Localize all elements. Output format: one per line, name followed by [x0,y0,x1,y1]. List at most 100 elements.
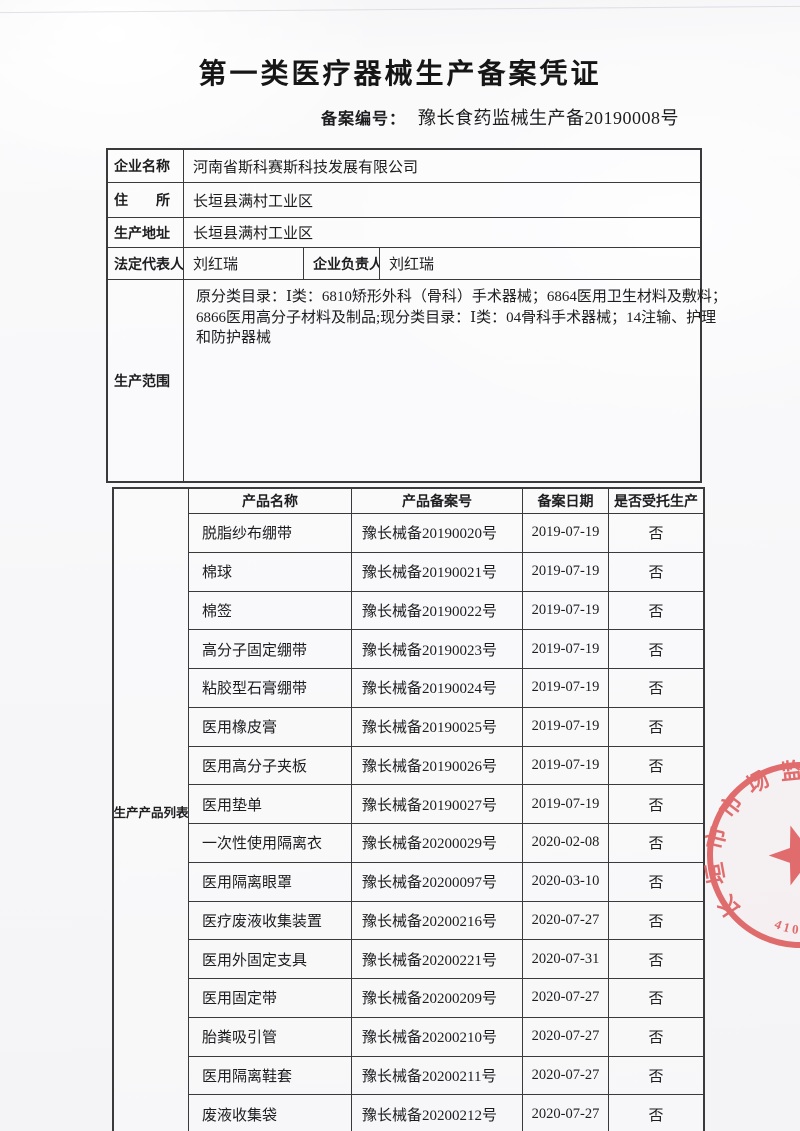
product-reg-no-cell: 豫长械备20190024号 [352,669,523,707]
table-row: 粘胶型石膏绷带 豫长械备20190024号 2019-07-19 否 [189,669,703,708]
table-row: 废液收集袋 豫长械备20200212号 2020-07-27 否 [189,1095,703,1131]
product-reg-no-cell: 豫长械备20200097号 [352,862,523,901]
info-row-representatives: 法定代表人 刘红瑞 企业负责人 刘红瑞 [108,247,700,279]
table-row: 医用隔离鞋套 豫长械备20200211号 2020-07-27 否 [189,1056,703,1096]
table-row: 医用高分子夹板 豫长械备20190026号 2019-07-19 否 [189,746,703,786]
product-name-cell: 医疗废液收集装置 [189,901,352,940]
stamp-ring [707,762,800,948]
product-list-section-label: 生产产品列表 [114,489,189,1131]
product-reg-no-cell: 豫长械备20200216号 [352,901,523,940]
product-reg-no-cell: 豫长械备20190022号 [352,591,523,630]
product-date-cell: 2020-07-27 [523,979,609,1017]
product-entrusted-cell: 否 [648,565,664,582]
product-reg-no-cell: 豫长械备20190026号 [352,746,523,785]
table-row: 脱脂纱布绷带 豫长械备20190020号 2019-07-19 否 [189,514,703,553]
table-row: 医用橡皮膏 豫长械备20190025号 2019-07-19 否 [189,707,703,747]
product-date-cell: 2019-07-19 [523,707,609,746]
product-reg-no-cell: 豫长械备20200212号 [352,1095,523,1131]
product-date-cell: 2020-07-27 [523,901,609,940]
product-name-cell: 高分子固定绷带 [189,630,352,668]
product-reg-no-cell: 豫长械备20190021号 [352,552,523,591]
product-date-cell: 2020-03-10 [523,862,609,901]
legal-representative-value: 刘红瑞 [184,248,304,279]
official-stamp: 长垣市市场监督管理局 41072 [690,748,800,949]
product-list-table: 生产产品列表 产品名称 产品备案号 备案日期 是否受托生产 脱脂纱布绷带 豫长械备… [112,487,705,1131]
product-date-cell: 2020-07-27 [523,1056,609,1095]
product-name-cell: 脱脂纱布绷带 [189,514,352,552]
production-scope-value: 原分类目录：Ⅰ类：6810矫形外科（骨科）手术器械；6864医用卫生材料及敷料；… [184,280,737,481]
product-reg-no-cell: 豫长械备20200209号 [352,979,523,1017]
product-date-cell: 2019-07-19 [523,669,609,707]
product-date-cell: 2020-07-27 [523,1095,609,1131]
filing-number-line: 备案编号： 豫长食药监械生产备20190008号 [321,104,679,130]
table-row: 医用固定带 豫长械备20200209号 2020-07-27 否 [189,979,703,1018]
scope-text-line: 和防护器械 [196,330,272,346]
product-name-cell: 医用高分子夹板 [189,746,352,785]
table-row: 棉球 豫长械备20190021号 2019-07-19 否 [189,552,703,592]
info-row-production-scope: 生产范围 原分类目录：Ⅰ类：6810矫形外科（骨科）手术器械；6864医用卫生材… [108,279,727,481]
product-name-cell: 医用橡皮膏 [189,707,352,746]
product-name-cell: 医用固定带 [189,979,352,1017]
info-row-production-address: 生产地址 长垣县满村工业区 [108,217,700,247]
product-reg-no-cell: 豫长械备20200221号 [352,940,523,978]
product-entrusted-cell: 否 [648,642,664,659]
table-row: 医用垫单 豫长械备20190027号 2019-07-19 否 [189,785,703,824]
product-table-main: 产品名称 产品备案号 备案日期 是否受托生产 脱脂纱布绷带 豫长械备2019002… [189,489,703,1131]
product-name-cell: 医用垫单 [189,785,352,823]
header-product-reg-no: 产品备案号 [352,489,523,513]
filing-number-value: 豫长食药监械生产备20190008号 [418,108,680,128]
product-name-cell: 粘胶型石膏绷带 [189,669,352,707]
product-reg-no-cell: 豫长械备20200211号 [352,1056,523,1095]
product-table-header-row: 产品名称 产品备案号 备案日期 是否受托生产 [189,489,703,514]
page-title: 第一类医疗器械生产备案凭证 [198,59,602,90]
product-entrusted-cell: 否 [648,526,664,543]
product-entrusted-cell: 否 [648,758,664,775]
product-name-cell: 棉签 [189,591,352,630]
product-date-cell: 2019-07-19 [523,785,609,823]
product-entrusted-cell: 否 [648,1030,664,1047]
header-filing-date: 备案日期 [523,489,609,513]
product-reg-no-cell: 豫长械备20200210号 [352,1017,523,1056]
table-row: 医用隔离眼罩 豫长械备20200097号 2020-03-10 否 [189,862,703,902]
product-name-cell: 废液收集袋 [189,1095,352,1131]
product-entrusted-cell: 否 [648,797,664,814]
product-date-cell: 2019-07-19 [523,746,609,785]
product-date-cell: 2020-07-27 [523,1017,609,1056]
product-entrusted-cell: 否 [648,952,664,969]
info-row-residence: 住 所 长垣县满村工业区 [108,182,700,217]
filing-number-label: 备案编号： [321,111,407,128]
product-name-cell: 医用外固定支具 [189,940,352,978]
svg-text:长垣市市场监督管理局: 长垣市市场监督管理局 [690,748,800,927]
product-name-cell: 棉球 [189,552,352,591]
scope-text-line: 原分类目录：Ⅰ类：6810矫形外科（骨科）手术器械；6864医用卫生材料及敷料； [196,289,727,305]
product-rows: 脱脂纱布绷带 豫长械备20190020号 2019-07-19 否棉球 豫长械备2019… [189,514,703,1131]
product-name-cell: 一次性使用隔离衣 [189,824,352,862]
table-row: 高分子固定绷带 豫长械备20190023号 2019-07-19 否 [189,630,703,669]
scope-text-line: 6866医用高分子材料及制品;现分类目录：Ⅰ类：04骨科手术器械；14注输、护理 [196,309,717,326]
residence-label: 住 所 [108,183,184,217]
company-name-value: 河南省斯科赛斯科技发展有限公司 [193,159,419,176]
product-name-cell: 胎粪吸引管 [189,1017,352,1056]
enterprise-manager-value: 刘红瑞 [389,257,435,273]
product-date-cell: 2019-07-19 [523,630,609,668]
product-entrusted-cell: 否 [648,720,664,737]
legal-representative-label: 法定代表人 [108,248,184,279]
company-name-label: 企业名称 [108,150,184,182]
stamp-star-icon [768,825,800,886]
info-row-company: 企业名称 河南省斯科赛斯科技发展有限公司 [108,150,700,182]
product-entrusted-cell: 否 [648,913,664,930]
product-name-cell: 医用隔离鞋套 [189,1056,352,1095]
product-date-cell: 2020-02-08 [523,824,609,862]
product-reg-no-cell: 豫长械备20190025号 [352,707,523,746]
scan-paper-edge [0,5,800,14]
product-entrusted-cell: 否 [648,603,664,620]
product-entrusted-cell: 否 [648,875,664,892]
product-entrusted-cell: 否 [648,1107,664,1124]
product-date-cell: 2019-07-19 [523,552,609,591]
table-row: 棉签 豫长械备20190022号 2019-07-19 否 [189,591,703,631]
product-entrusted-cell: 否 [648,1068,664,1085]
product-date-cell: 2019-07-19 [523,591,609,630]
product-reg-no-cell: 豫长械备20190023号 [352,630,523,668]
product-date-cell: 2019-07-19 [523,514,609,552]
